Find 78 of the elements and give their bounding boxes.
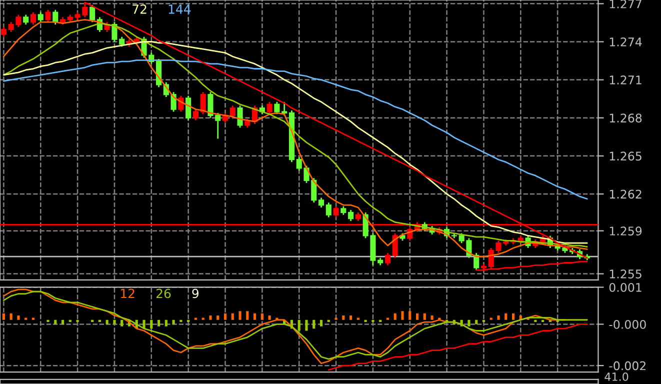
bar	[68, 320, 72, 322]
bar	[312, 320, 316, 329]
bar	[504, 313, 508, 320]
candlestick	[52, 9, 58, 26]
candlestick	[274, 101, 280, 115]
y-tick-label: -0.002	[609, 361, 646, 370]
candlestick	[392, 232, 398, 259]
text: 41.0	[604, 372, 628, 381]
text: 26	[156, 288, 171, 298]
bar	[17, 316, 20, 320]
candlestick	[156, 58, 162, 88]
bar	[164, 320, 168, 326]
y-tick-label: 1.274	[610, 37, 642, 46]
bar	[254, 313, 256, 320]
line-series	[328, 324, 588, 371]
candlestick	[318, 196, 324, 208]
bar	[238, 311, 242, 320]
bar	[142, 320, 146, 329]
y-tick-label: 1.271	[610, 76, 642, 84]
candlestick	[266, 101, 272, 115]
bar	[342, 316, 345, 320]
candlestick	[90, 4, 96, 23]
bar	[320, 320, 323, 326]
bar	[98, 320, 101, 322]
candlestick	[282, 101, 288, 116]
candlestick	[119, 36, 125, 48]
bar	[231, 313, 234, 320]
bar	[350, 316, 352, 320]
candlestick	[45, 9, 51, 23]
candlestick	[192, 108, 198, 122]
y-tick-label: 1.259	[610, 226, 642, 236]
bar	[542, 320, 544, 322]
y-tick-label: 0.001	[609, 282, 642, 292]
bar	[401, 311, 404, 320]
bar	[305, 320, 308, 331]
text: 72	[132, 4, 146, 14]
bar	[216, 316, 220, 320]
candlestick	[326, 202, 332, 218]
candlestick	[0, 26, 6, 38]
candlestick	[200, 91, 206, 115]
candlestick	[230, 104, 236, 119]
series-label: 12	[121, 288, 134, 298]
bar	[430, 316, 434, 320]
candlestick	[186, 95, 192, 122]
bar	[157, 320, 160, 326]
annotation: 9	[192, 288, 198, 298]
candlestick	[38, 12, 44, 23]
bar	[120, 320, 124, 326]
bar	[468, 320, 470, 326]
bar	[423, 313, 426, 320]
y-tick-label: -0.000	[609, 320, 646, 329]
bar	[2, 313, 5, 320]
bar	[394, 313, 396, 320]
bar	[497, 316, 500, 320]
bar	[379, 320, 382, 322]
bar	[180, 320, 182, 322]
bar	[327, 320, 330, 322]
y-tick-label: 1.255	[610, 270, 642, 278]
bar	[209, 316, 212, 320]
y-tick-label: 1.265	[610, 152, 642, 161]
bar	[10, 313, 12, 320]
candlestick	[23, 14, 29, 26]
bar	[416, 313, 419, 320]
candlestick	[30, 12, 36, 26]
bar	[268, 316, 271, 320]
bar	[534, 320, 537, 322]
candlestick	[384, 252, 390, 266]
y-tick-label: 1.268	[610, 114, 642, 123]
text: 144	[168, 4, 191, 14]
candlestick	[348, 209, 354, 222]
bar	[91, 320, 94, 322]
candlestick	[237, 104, 243, 128]
bar	[246, 311, 249, 320]
y-tick-label: 1.262	[610, 190, 642, 199]
bar	[46, 320, 50, 322]
bar	[364, 320, 367, 322]
bar	[512, 313, 515, 320]
candlestick	[178, 95, 184, 112]
